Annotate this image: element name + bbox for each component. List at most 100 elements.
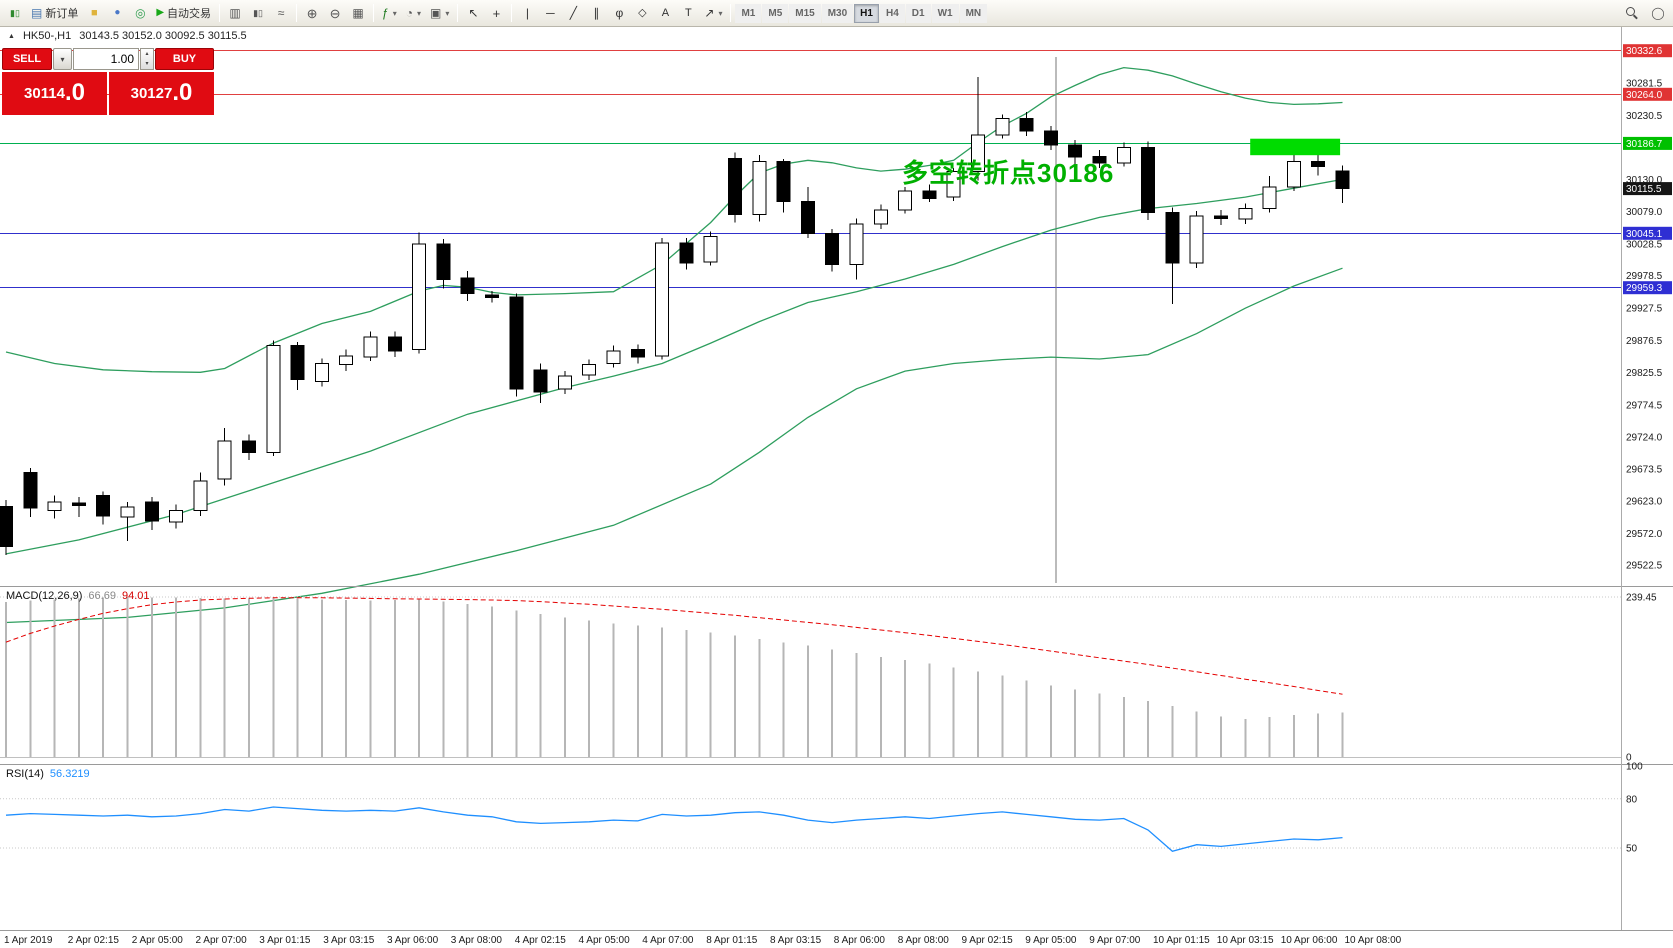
toolbar-new-order-button[interactable]: ▤ 新订单: [27, 2, 82, 24]
template-icon: ▣: [430, 6, 442, 20]
chevron-down-icon: ▾: [718, 8, 723, 18]
macd-panel[interactable]: 239.45 0: [0, 593, 1657, 764]
price-badge-label: 30186.7: [1626, 139, 1663, 150]
globe-green-icon: ◎: [135, 6, 146, 20]
volume-spinner[interactable]: ▴ ▾: [140, 48, 154, 70]
toolbar-autotrading-button[interactable]: ▶ 自动交易: [152, 2, 215, 24]
toolbar-vertical-line-button[interactable]: |: [516, 2, 538, 24]
rsi-line: [5, 806, 1343, 853]
time-axis-label: 2 Apr 02:15: [68, 935, 120, 946]
timeframe-m15-button[interactable]: M15: [789, 3, 821, 23]
timeframe-mn-button[interactable]: MN: [959, 3, 988, 23]
time-axis-label: 1 Apr 2019: [4, 935, 53, 946]
rsi-name: RSI(14): [6, 768, 44, 780]
toolbar-quick-help-button[interactable]: ◯: [1647, 2, 1669, 24]
sell-button[interactable]: SELL: [2, 48, 52, 70]
toolbar-arrows-button[interactable]: ↗ ▾: [700, 2, 726, 24]
candle-body: [849, 223, 864, 265]
volume-input[interactable]: [73, 48, 139, 70]
toolbar-zoom-in-button[interactable]: ⊕: [301, 2, 323, 24]
time-axis[interactable]: 1 Apr 2019 2 Apr 02:15 2 Apr 05:00 2 Apr 07…: [4, 935, 1402, 946]
highlight-box[interactable]: [1250, 138, 1341, 156]
label-t-icon: T: [685, 6, 692, 19]
candle-body: [339, 355, 354, 366]
toolbar-fibonacci-button[interactable]: φ: [608, 2, 630, 24]
toolbar-candle-chart-mode-button[interactable]: ▮▯: [247, 2, 269, 24]
toolbar-mirror-button[interactable]: ◎: [129, 2, 151, 24]
spinner-up-icon[interactable]: ▴: [145, 51, 149, 57]
band-line-middle: [5, 178, 1343, 555]
rsi-axis-label: 100: [1626, 762, 1643, 773]
main-price-chart[interactable]: [0, 50, 1621, 624]
timeframe-m1-button[interactable]: M1: [735, 3, 762, 23]
toolbar-separator: [373, 4, 375, 22]
candles-icon: ▮▯: [253, 7, 263, 18]
toolbar-equidistant-channel-button[interactable]: ∥: [585, 2, 607, 24]
buy-price-main: 30127: [130, 85, 173, 102]
candle-body: [752, 161, 767, 215]
price-axis-label: 30028.5: [1626, 239, 1663, 250]
sell-price-display[interactable]: 30114 .0: [2, 72, 107, 115]
timeframe-m30-button[interactable]: M30: [821, 3, 854, 23]
time-axis-label: 9 Apr 07:00: [1089, 935, 1141, 946]
candle-body: [436, 243, 451, 281]
toolbar-metaeditor-button[interactable]: ■: [83, 2, 105, 24]
candle-body: [1092, 156, 1107, 164]
candle-body: [898, 190, 913, 211]
toolbar-periods-button[interactable]: ◔ ▾: [402, 2, 425, 24]
timeframe-h1-button[interactable]: H1: [854, 3, 879, 23]
circle-icon: ◯: [1651, 6, 1665, 20]
rsi-value: 56.3219: [49, 768, 90, 780]
candle-body: [363, 336, 378, 358]
price-axis-label: 30230.5: [1626, 111, 1663, 122]
price-axis-label: 29927.5: [1626, 303, 1663, 314]
toolbar-trendline-button[interactable]: ╱: [562, 2, 584, 24]
timeframe-m5-button[interactable]: M5: [762, 3, 789, 23]
time-axis-label: 10 Apr 08:00: [1345, 935, 1402, 946]
toolbar-indicators-button[interactable]: ƒ ▾: [378, 2, 401, 24]
toolbar-line-chart-mode-button[interactable]: ≈: [270, 2, 292, 24]
candle-body: [995, 117, 1010, 136]
toolbar-zoom-out-button[interactable]: ⊖: [324, 2, 346, 24]
arrow-glyph-icon: ↗: [704, 6, 715, 20]
timeframe-d1-button[interactable]: D1: [905, 3, 931, 23]
toolbar-cursor-button[interactable]: ↖: [462, 2, 484, 24]
toolbar-horizontal-line-button[interactable]: ─: [539, 2, 561, 24]
candle-body: [606, 350, 621, 364]
candle-body: [1214, 215, 1228, 220]
candle-body: [485, 294, 499, 298]
buy-button[interactable]: BUY: [155, 48, 214, 70]
spinner-down-icon[interactable]: ▾: [145, 61, 149, 67]
zoom-minus-icon: ⊖: [329, 5, 341, 21]
toolbar-crosshair-button[interactable]: +: [485, 2, 507, 24]
buy-price-display[interactable]: 30127 .0: [109, 72, 214, 115]
toolbar-shapes-button[interactable]: ◇: [631, 2, 653, 24]
chart-area[interactable]: 30332.6 30281.5 30264.0 30230.5 30186.7 30130…: [0, 27, 1673, 948]
collapse-icon[interactable]: ▲: [8, 32, 15, 40]
rsi-panel[interactable]: 100 80 50: [0, 762, 1643, 855]
toolbar-separator: [730, 4, 732, 22]
candle-body: [533, 369, 548, 393]
toolbar-search-button[interactable]: [1621, 2, 1643, 24]
price-axis-label: 29673.5: [1626, 465, 1663, 476]
price-axis-label: 29522.5: [1626, 561, 1663, 572]
toolbar-bar-chart-mode-button[interactable]: ▥: [224, 2, 246, 24]
candle-body: [0, 505, 13, 547]
price-axis-label: 29623.0: [1626, 497, 1663, 508]
price-badge-label: 30332.6: [1626, 46, 1663, 57]
volume-dropdown-button[interactable]: ▾: [53, 48, 72, 70]
candle-body: [47, 501, 62, 512]
toolbar-separator: [219, 4, 221, 22]
price-axis-label: 29825.5: [1626, 368, 1663, 379]
timeframe-w1-button[interactable]: W1: [931, 3, 959, 23]
toolbar-new-chart-button[interactable]: ▮▯: [4, 2, 26, 24]
toolbar-templates-button[interactable]: ▣ ▾: [426, 2, 453, 24]
toolbar-text-button[interactable]: A: [654, 2, 676, 24]
toolbar-text-label-button[interactable]: T: [677, 2, 699, 24]
chart-candles-icon: ▮▯: [10, 7, 20, 18]
toolbar-tile-windows-button[interactable]: ▦: [347, 2, 369, 24]
timeframe-h4-button[interactable]: H4: [879, 3, 905, 23]
toolbar-navigator-button[interactable]: ●: [106, 2, 128, 24]
